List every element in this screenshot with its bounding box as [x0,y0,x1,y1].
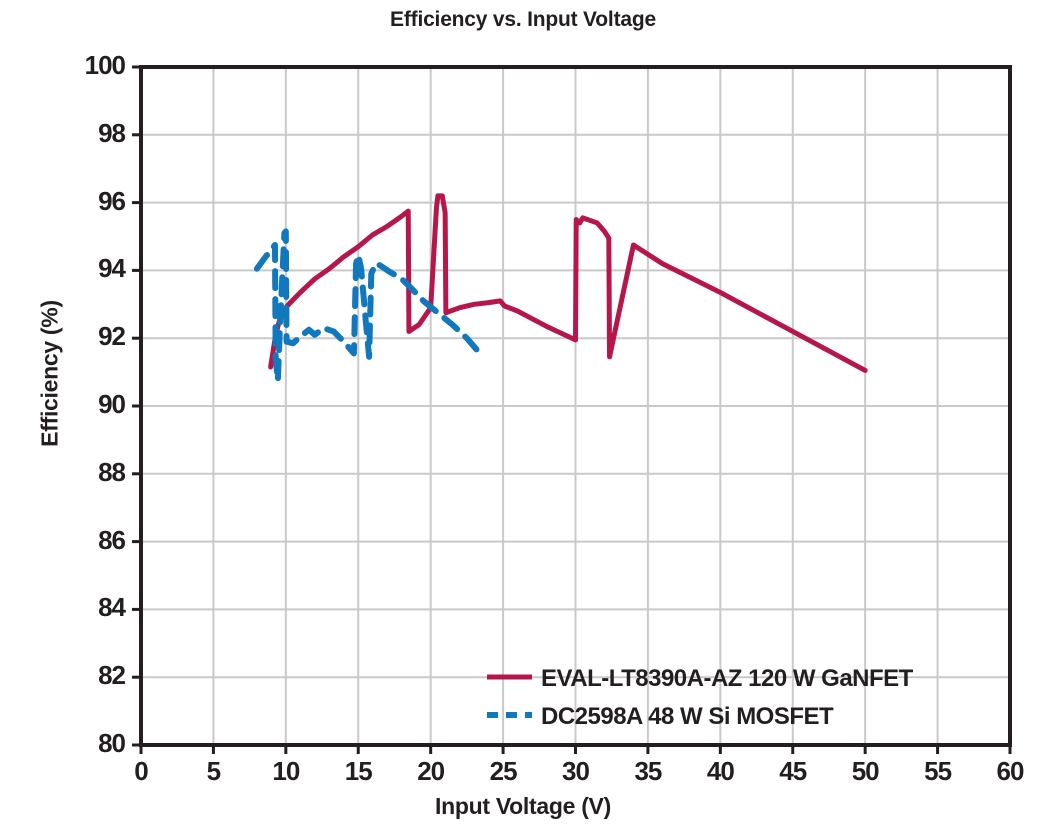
y-tick-label: 90 [98,389,126,419]
legend-swatches [487,674,532,718]
x-tick-label: 60 [996,756,1025,786]
y-tick-label: 98 [98,117,126,148]
x-tick-label: 15 [344,756,373,786]
y-tick-label: 96 [98,185,126,216]
legend-label-series-1: EVAL-LT8390A-AZ 120 W GaNFET [541,665,913,692]
y-tick-label: 92 [98,321,126,352]
gridlines [141,67,1010,745]
data-series-layer [253,193,868,384]
x-tick-label: 35 [634,756,662,786]
x-tick-label: 25 [489,756,518,786]
x-tick-label: 30 [562,756,590,786]
x-tick-label: 20 [417,756,445,786]
y-axis-title: Efficiency (%) [36,300,63,447]
y-tick-label: 94 [98,253,126,284]
y-tick-label: 86 [98,524,126,555]
x-tick-label: 0 [134,756,148,786]
axis-ticks [132,65,1012,754]
plot-frame [139,65,1012,747]
chart-title: Efficiency vs. Input Voltage [390,8,656,31]
legend-label-series-2: DC2598A 48 W Si MOSFET [541,703,834,730]
x-axis-title: Input Voltage (V) [435,793,611,819]
y-tick-label: 88 [98,456,126,487]
x-tick-label: 5 [206,756,221,786]
x-tick-label: 50 [851,756,880,786]
x-tick-label: 40 [706,756,735,786]
y-tick-label: 80 [98,728,126,758]
x-tick-label: 10 [272,756,300,786]
series-line-1 [268,193,868,373]
x-tick-label: 45 [779,756,807,786]
x-tick-label: 55 [924,756,952,786]
series-line-2 [253,228,483,384]
y-tick-label: 82 [98,660,126,691]
y-tick-label: 84 [98,592,126,623]
y-tick-label: 100 [84,50,126,80]
